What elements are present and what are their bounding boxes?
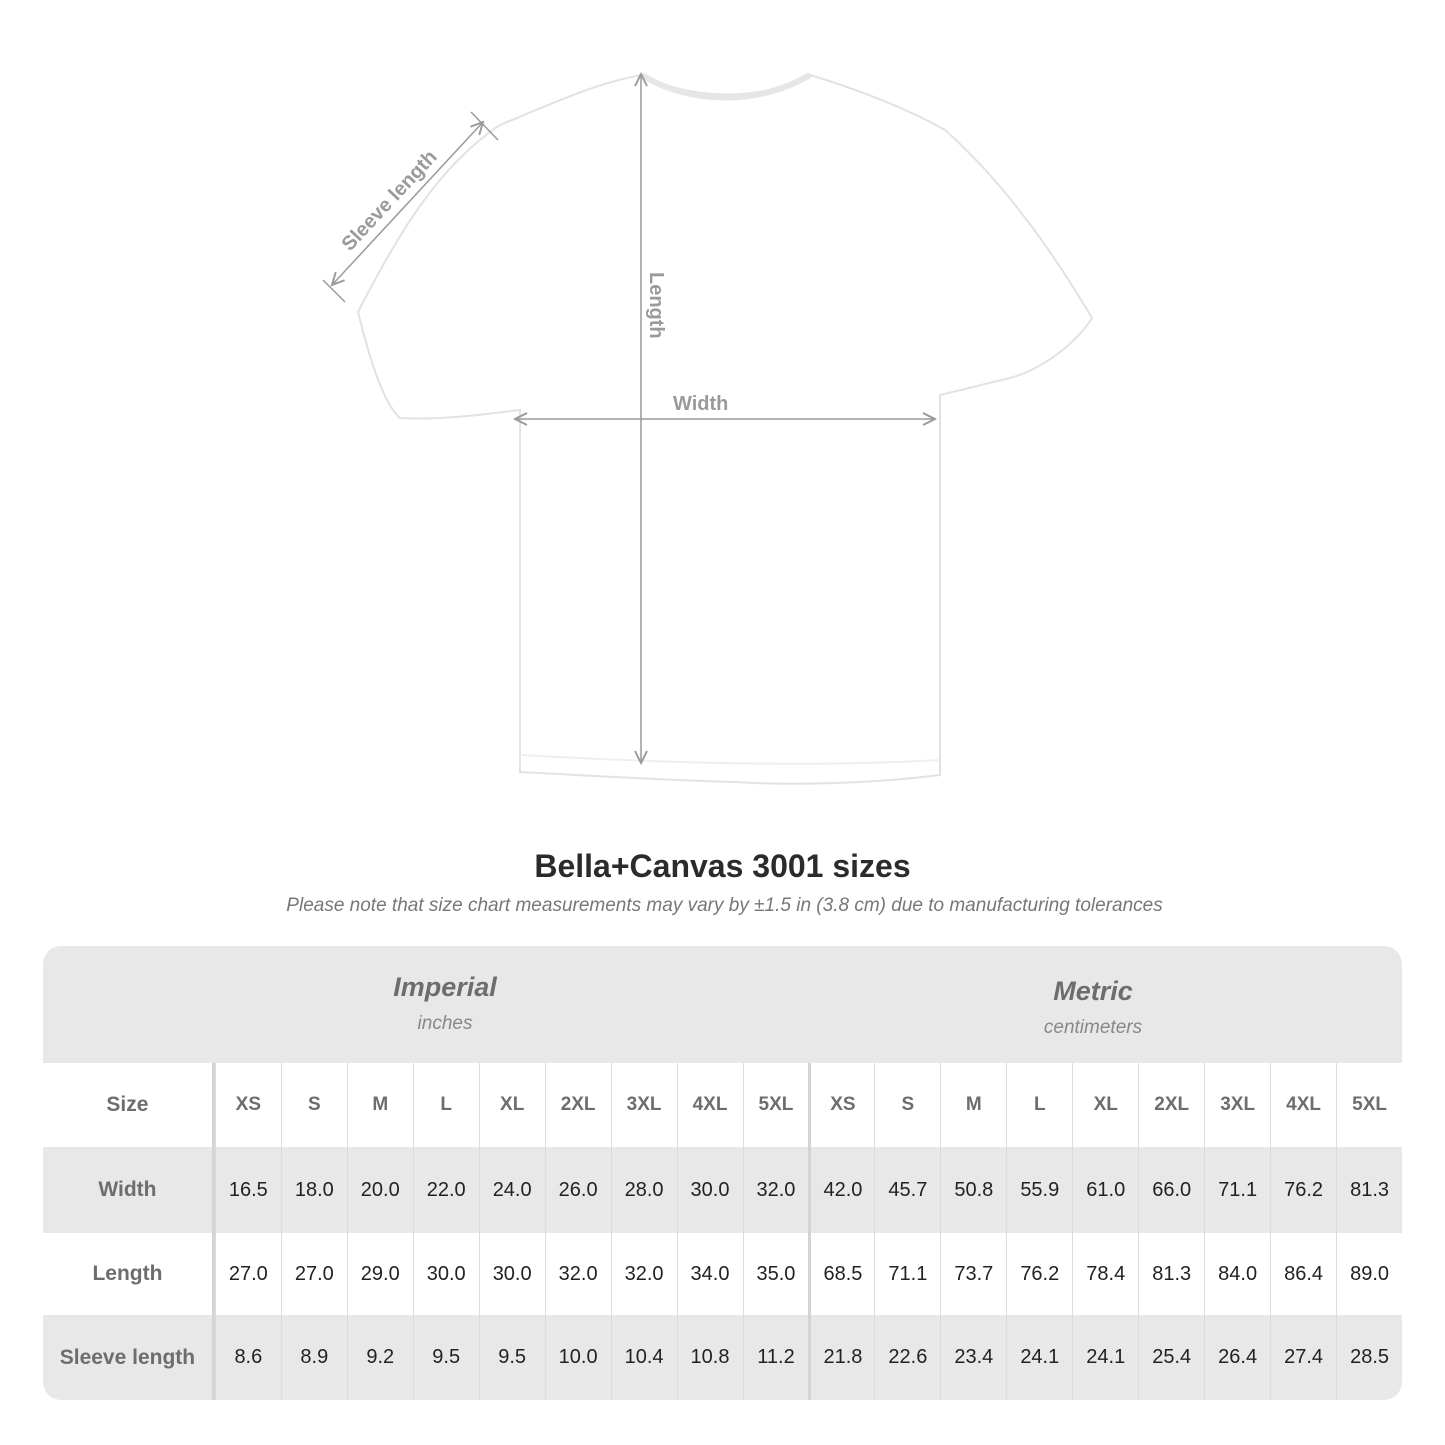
table-row: Sleeve length 8.6 8.9 9.2 9.5 9.5 10.0 10.4 10.8… (43, 1315, 1402, 1400)
imperial-value-cell: 9.2 (346, 1315, 413, 1400)
imperial-size-header: 3XL (610, 1063, 677, 1147)
metric-value-cell: 27.4 (1270, 1315, 1336, 1400)
imperial-value-cell: 10.4 (610, 1315, 677, 1400)
metric-value-cell: 71.1 (874, 1233, 940, 1315)
metric-value-cell: 73.7 (940, 1233, 1006, 1315)
imperial-value-cell: 9.5 (412, 1315, 479, 1400)
imperial-value-cell: 27.0 (280, 1233, 347, 1315)
imperial-value-cell: 27.0 (214, 1233, 281, 1315)
metric-size-header: 5XL (1336, 1063, 1402, 1147)
imperial-value-cell: 8.9 (280, 1315, 347, 1400)
metric-value-cell: 86.4 (1270, 1233, 1336, 1315)
metric-value-cell: 24.1 (1006, 1315, 1072, 1400)
metric-value-cell: 66.0 (1138, 1147, 1204, 1233)
metric-value-cell: 25.4 (1138, 1315, 1204, 1400)
imperial-value-cell: 8.6 (214, 1315, 281, 1400)
metric-value-cell: 78.4 (1072, 1233, 1138, 1315)
metric-size-header: 4XL (1270, 1063, 1336, 1147)
metric-value-cell: 26.4 (1204, 1315, 1270, 1400)
metric-value-cell: 84.0 (1204, 1233, 1270, 1315)
width-label: Width (673, 393, 728, 415)
imperial-value-cell: 32.0 (544, 1233, 611, 1315)
table-row: Length 27.0 27.0 29.0 30.0 30.0 32.0 32.0 34.0 35… (43, 1233, 1402, 1315)
metric-size-header: 3XL (1204, 1063, 1270, 1147)
imperial-value-cell: 30.0 (478, 1233, 545, 1315)
imperial-value-cell: 18.0 (280, 1147, 347, 1233)
row-label: Size (43, 1063, 215, 1147)
chart-title: Bella+Canvas 3001 sizes (534, 848, 911, 884)
imperial-value-cell: 26.0 (544, 1147, 611, 1233)
metric-size-header: S (874, 1063, 940, 1147)
row-label: Length (43, 1233, 215, 1315)
imperial-value-cell: 24.0 (478, 1147, 545, 1233)
imperial-value-cell: 30.0 (412, 1233, 479, 1315)
imperial-value-cell: 32.0 (742, 1147, 809, 1233)
metric-value-cell: 24.1 (1072, 1315, 1138, 1400)
row-label: Width (43, 1147, 215, 1233)
imperial-value-cell: 10.0 (544, 1315, 611, 1400)
metric-value-cell: 76.2 (1006, 1233, 1072, 1315)
metric-unit: centimeters (1043, 1017, 1143, 1038)
imperial-value-cell: 30.0 (676, 1147, 743, 1233)
unit-header: Imperial inches Metric centimeters (43, 946, 1402, 1063)
size-table: Imperial inches Metric centimeters Size X… (43, 946, 1402, 1400)
imperial-value-cell: 11.2 (742, 1315, 809, 1400)
imperial-value-cell: 32.0 (610, 1233, 677, 1315)
imperial-value-cell: 29.0 (346, 1233, 413, 1315)
imperial-value-cell: 28.0 (610, 1147, 677, 1233)
metric-value-cell: 50.8 (940, 1147, 1006, 1233)
table-row: Width 16.5 18.0 20.0 22.0 24.0 26.0 28.0 30.0 32.… (43, 1147, 1402, 1233)
metric-size-header: 2XL (1138, 1063, 1204, 1147)
length-label: Length (645, 272, 667, 339)
imperial-size-header: S (280, 1063, 347, 1147)
imperial-size-header: 5XL (742, 1063, 809, 1147)
tolerance-note: Please note that size chart measurements… (286, 895, 1163, 916)
metric-value-cell: 76.2 (1270, 1147, 1336, 1233)
row-label: Sleeve length (43, 1315, 215, 1400)
imperial-value-cell: 22.0 (412, 1147, 479, 1233)
imperial-size-header: M (346, 1063, 413, 1147)
metric-value-cell: 68.5 (808, 1233, 874, 1315)
metric-value-cell: 61.0 (1072, 1147, 1138, 1233)
metric-value-cell: 89.0 (1336, 1233, 1402, 1315)
metric-title: Metric (1053, 976, 1133, 1006)
metric-size-header: L (1006, 1063, 1072, 1147)
imperial-value-cell: 9.5 (478, 1315, 545, 1400)
imperial-value-cell: 34.0 (676, 1233, 743, 1315)
imperial-size-header: 4XL (676, 1063, 743, 1147)
imperial-unit: inches (417, 1013, 473, 1034)
metric-value-cell: 23.4 (940, 1315, 1006, 1400)
metric-size-header: XS (808, 1063, 874, 1147)
imperial-value-cell: 10.8 (676, 1315, 743, 1400)
imperial-size-header: XL (478, 1063, 545, 1147)
metric-value-cell: 55.9 (1006, 1147, 1072, 1233)
tshirt-body (356, 73, 1094, 785)
imperial-header: Imperial inches (215, 972, 675, 1035)
imperial-size-header: 2XL (544, 1063, 611, 1147)
metric-value-cell: 28.5 (1336, 1315, 1402, 1400)
metric-value-cell: 21.8 (808, 1315, 874, 1400)
metric-value-cell: 22.6 (874, 1315, 940, 1400)
metric-value-cell: 45.7 (874, 1147, 940, 1233)
imperial-size-header: XS (214, 1063, 281, 1147)
imperial-size-header: L (412, 1063, 479, 1147)
width-arrow: Width (515, 393, 935, 419)
imperial-value-cell: 35.0 (742, 1233, 809, 1315)
metric-header: Metric centimeters (863, 976, 1323, 1039)
tshirt-diagram: Sleeve length Length Width (322, 72, 1094, 785)
metric-value-cell: 71.1 (1204, 1147, 1270, 1233)
metric-size-header: XL (1072, 1063, 1138, 1147)
size-header-row: Size XS S M L XL 2XL 3XL 4XL 5XL XS S M L XL 2XL 3XL 4XL 5… (43, 1063, 1402, 1147)
metric-value-cell: 42.0 (808, 1147, 874, 1233)
imperial-value-cell: 20.0 (346, 1147, 413, 1233)
imperial-value-cell: 16.5 (214, 1147, 281, 1233)
imperial-title: Imperial (393, 972, 497, 1002)
metric-size-header: M (940, 1063, 1006, 1147)
metric-value-cell: 81.3 (1138, 1233, 1204, 1315)
metric-value-cell: 81.3 (1336, 1147, 1402, 1233)
